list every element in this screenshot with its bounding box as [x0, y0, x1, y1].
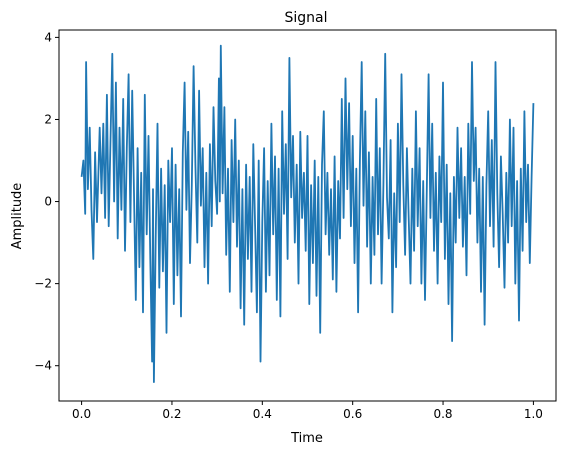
y-tick-label: −2: [34, 277, 52, 291]
y-tick-label: −4: [34, 359, 52, 373]
y-axis-label: Amplitude: [10, 183, 25, 250]
x-tick-label: 0.4: [253, 407, 272, 421]
x-tick-label: 0.2: [162, 407, 181, 421]
y-tick-label: 2: [44, 112, 52, 126]
x-tick-label: 0.0: [72, 407, 91, 421]
x-tick-label: 0.6: [343, 407, 362, 421]
axis-ticks: 0.0 0.2 0.4 0.6 0.8 1.0 −4 −2 0 2 4: [34, 30, 543, 421]
signal-line-series-0: [80, 44, 535, 383]
x-tick-label: 0.8: [433, 407, 452, 421]
y-tick-label: 0: [44, 195, 52, 209]
y-tick-label: 4: [44, 30, 52, 44]
x-tick-label: 1.0: [524, 407, 543, 421]
x-axis-label: Time: [290, 431, 323, 446]
plot-area: [80, 44, 535, 383]
axes-frame: [58, 29, 557, 402]
chart-title: Signal: [284, 10, 327, 26]
